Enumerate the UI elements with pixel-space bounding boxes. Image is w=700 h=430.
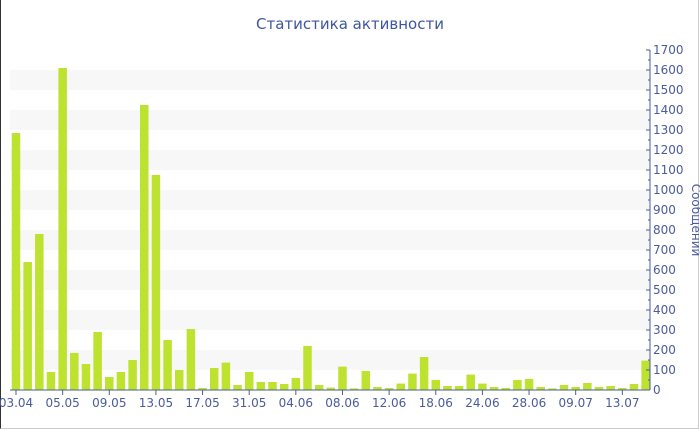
bar xyxy=(35,234,44,390)
grid-band xyxy=(10,310,650,330)
bar xyxy=(46,372,56,390)
bar xyxy=(233,385,242,390)
bar xyxy=(58,68,67,390)
grid-band xyxy=(10,270,650,290)
y-tick-label: 700 xyxy=(653,243,676,257)
bar xyxy=(618,388,627,390)
x-tick-label: 03.04 xyxy=(0,396,33,410)
y-tick-label: 400 xyxy=(653,303,676,317)
y-tick-label: 200 xyxy=(653,343,676,357)
y-tick-label: 1700 xyxy=(653,43,684,57)
y-tick-label: 100 xyxy=(653,363,676,377)
bar xyxy=(93,332,102,390)
bar xyxy=(23,262,32,390)
bar xyxy=(163,340,172,390)
y-tick-label: 1100 xyxy=(653,163,684,177)
bar xyxy=(303,346,312,390)
y-tick-label: 0 xyxy=(653,383,661,397)
x-tick-label: 04.06 xyxy=(279,396,313,410)
bar xyxy=(384,388,394,390)
bar xyxy=(128,360,137,390)
bar xyxy=(594,387,604,390)
grid-band xyxy=(10,150,650,170)
bar xyxy=(629,384,639,390)
bar xyxy=(279,384,289,390)
x-tick-label: 13.05 xyxy=(139,396,173,410)
y-tick-label: 1300 xyxy=(653,123,684,137)
x-tick-label: 09.07 xyxy=(559,396,593,410)
bar xyxy=(408,373,417,390)
grid-band xyxy=(10,190,650,210)
bar xyxy=(606,386,615,390)
y-tick-label: 600 xyxy=(653,263,676,277)
bar xyxy=(641,360,650,390)
y-tick-label: 500 xyxy=(653,283,676,297)
bar xyxy=(186,329,196,390)
bar xyxy=(571,387,580,390)
bar xyxy=(454,386,464,390)
y-tick-label: 300 xyxy=(653,323,676,337)
bar xyxy=(291,378,301,390)
x-tick-label: 12.06 xyxy=(372,396,406,410)
bar xyxy=(466,374,475,390)
y-tick-label: 1500 xyxy=(653,83,684,97)
bar xyxy=(478,383,487,390)
bar xyxy=(548,388,557,390)
y-tick-label: 900 xyxy=(653,203,676,217)
bar xyxy=(151,175,161,390)
chart-title: Статистика активности xyxy=(256,15,444,33)
grid-band xyxy=(10,70,650,90)
y-tick-label: 1200 xyxy=(653,143,684,157)
bar xyxy=(349,388,359,390)
bar xyxy=(70,353,79,390)
x-tick-label: 18.06 xyxy=(419,396,453,410)
bar xyxy=(116,372,126,390)
bar xyxy=(105,377,114,390)
x-tick-label: 31.05 xyxy=(232,396,266,410)
bar xyxy=(11,133,21,390)
grid-band xyxy=(10,230,650,250)
y-tick-label: 1400 xyxy=(653,103,684,117)
bar xyxy=(140,105,149,390)
bar xyxy=(256,382,266,390)
bar xyxy=(209,368,219,390)
bar xyxy=(419,357,429,390)
bar xyxy=(338,366,347,390)
bar xyxy=(81,364,91,390)
bar xyxy=(268,382,277,390)
y-axis-label: Сообщений xyxy=(689,184,700,257)
bar xyxy=(559,385,569,390)
y-tick-label: 800 xyxy=(653,223,676,237)
x-tick-label: 24.06 xyxy=(465,396,499,410)
bar xyxy=(489,387,499,390)
y-tick-label: 1600 xyxy=(653,63,684,77)
x-tick-label: 17.05 xyxy=(185,396,219,410)
bar xyxy=(221,362,231,390)
bar xyxy=(524,379,534,390)
grid-band xyxy=(10,110,650,130)
x-tick-label: 28.06 xyxy=(512,396,546,410)
x-tick-label: 05.05 xyxy=(45,396,79,410)
bar xyxy=(501,388,510,390)
bar xyxy=(361,371,371,390)
y-tick-label: 1000 xyxy=(653,183,684,197)
bar xyxy=(314,385,324,390)
x-tick-label: 13.07 xyxy=(605,396,639,410)
bar xyxy=(536,387,545,390)
bar xyxy=(431,380,441,390)
bar xyxy=(583,383,592,390)
bar xyxy=(373,387,382,390)
bar xyxy=(174,370,184,390)
bar xyxy=(326,387,336,390)
bar xyxy=(396,383,406,390)
bar xyxy=(244,372,254,390)
bar xyxy=(443,386,452,390)
grid-band xyxy=(10,350,650,370)
x-tick-label: 08.06 xyxy=(325,396,359,410)
x-tick-label: 09.05 xyxy=(92,396,126,410)
bar xyxy=(198,388,207,390)
bar xyxy=(513,380,522,390)
